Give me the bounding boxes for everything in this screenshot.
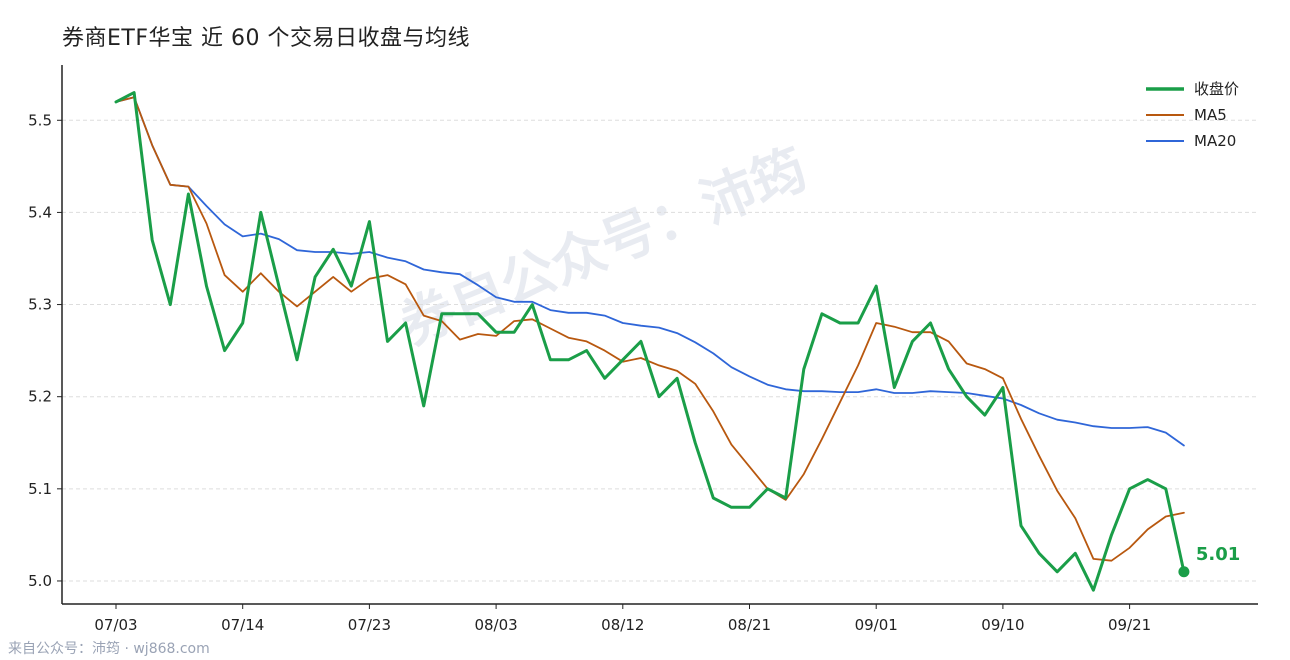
- x-tick-label: 07/23: [348, 616, 391, 634]
- y-tick-label: 5.3: [28, 296, 52, 314]
- y-tick-label: 5.4: [28, 203, 52, 221]
- y-tick-label: 5.2: [28, 388, 52, 406]
- y-tick-label: 5.5: [28, 111, 52, 129]
- x-tick-label: 09/10: [981, 616, 1024, 634]
- footer-source: 来自公众号：沛筠 · wj868.com: [8, 641, 210, 657]
- legend-label-ma20: MA20: [1194, 132, 1236, 150]
- close-price-line: [114, 91, 1186, 592]
- x-tick-label: 07/14: [221, 616, 264, 634]
- x-tick-label: 07/03: [94, 616, 137, 634]
- y-tick-label: 5.0: [28, 572, 52, 590]
- last-close-label: 5.01: [1196, 544, 1240, 565]
- x-tick-label: 08/03: [474, 616, 517, 634]
- annotation-layer: 5.01: [1178, 544, 1240, 578]
- series-layer: [114, 91, 1186, 592]
- legend-label-close-price: 收盘价: [1194, 80, 1239, 98]
- watermark-text: 券自公众号：沛筠: [391, 137, 815, 357]
- y-tick-label: 5.1: [28, 480, 52, 498]
- x-tick-label: 08/21: [728, 616, 771, 634]
- x-tick-label: 08/12: [601, 616, 644, 634]
- ma5-line: [115, 96, 1185, 562]
- legend: 收盘价 MA5 MA20: [1146, 80, 1239, 150]
- x-tick-label: 09/21: [1108, 616, 1151, 634]
- x-tick-label: 09/01: [855, 616, 898, 634]
- legend-label-ma5: MA5: [1194, 106, 1227, 124]
- axis-layer: 5.0 5.1 5.2 5.3 5.4 5.5 07/03 07/14 07/23 08/03 08…: [28, 65, 1258, 634]
- chart-title: 券商ETF华宝 近 60 个交易日收盘与均线: [62, 26, 470, 51]
- last-close-point: [1178, 566, 1190, 578]
